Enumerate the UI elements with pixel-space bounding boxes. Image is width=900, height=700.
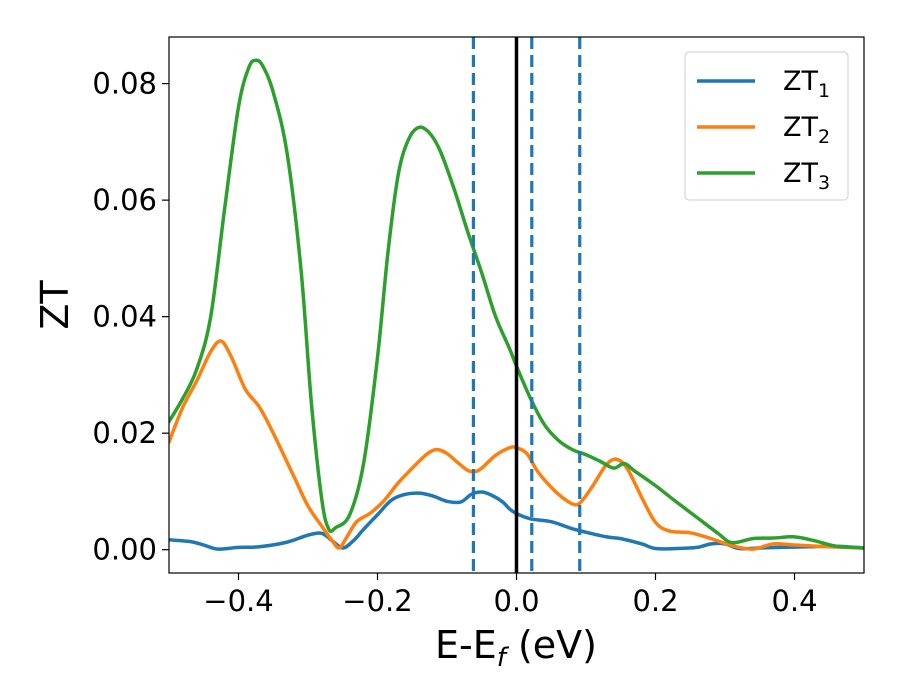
- x-axis-label: E-Ef (eV): [435, 623, 597, 673]
- x-tick-label: 0.2: [632, 584, 678, 618]
- x-tick-label: −0.4: [203, 584, 273, 618]
- y-axis-label: ZT: [33, 280, 77, 330]
- x-axis-label-main: E-E: [435, 623, 497, 667]
- legend-label-zt2: ZT2: [783, 112, 830, 148]
- x-axis-label-unit: (eV): [506, 623, 597, 667]
- x-tick-label: 0.4: [771, 584, 817, 618]
- y-tick-label: 0.04: [92, 300, 157, 334]
- series-line-zt3: [169, 58, 864, 550]
- y-tick-label: 0.00: [92, 533, 157, 567]
- y-axis: 0.00 0.02 0.04 0.06 0.08: [92, 67, 169, 567]
- y-tick-label: 0.08: [92, 67, 157, 101]
- legend-items: ZT1 ZT2 ZT3: [697, 66, 830, 194]
- x-tick-label: −0.2: [342, 584, 412, 618]
- vline-layer: [471, 37, 582, 573]
- x-axis: −0.4 −0.2 0.0 0.2 0.4: [203, 573, 818, 618]
- series-line-zt1: [169, 490, 864, 551]
- legend: ZT1 ZT2 ZT3: [684, 51, 849, 201]
- legend-frame: [684, 51, 849, 201]
- y-tick-label: 0.06: [92, 183, 157, 217]
- legend-label-zt1: ZT1: [783, 66, 830, 102]
- legend-label-zt3: ZT3: [783, 158, 830, 194]
- y-tick-label: 0.02: [92, 416, 157, 450]
- x-tick-label: 0.0: [493, 584, 539, 618]
